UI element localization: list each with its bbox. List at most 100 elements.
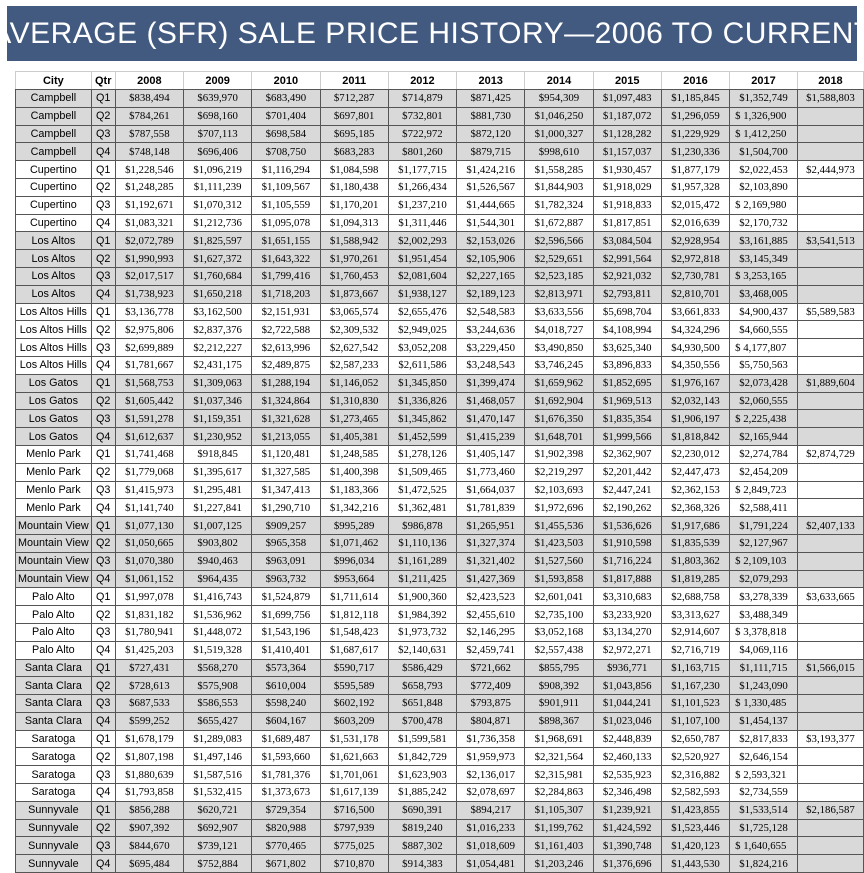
quarter-cell: Q4 bbox=[90, 711, 116, 731]
price-cell: $1,390,748 bbox=[592, 836, 662, 856]
price-cell: $1,819,285 bbox=[660, 569, 731, 589]
price-cell: $784,261 bbox=[114, 106, 185, 126]
price-cell: $1,094,313 bbox=[319, 213, 389, 233]
quarter-cell: Q4 bbox=[90, 142, 116, 162]
price-cell: $1,111,715 bbox=[729, 658, 798, 678]
table-row: Los Altos Hills Q2 $2,975,806 $2,837,376 $2,… bbox=[15, 320, 864, 340]
price-cell: $1,817,888 bbox=[592, 569, 662, 589]
price-cell: $2,601,041 bbox=[524, 587, 594, 607]
price-cell: $2,455,610 bbox=[456, 605, 526, 624]
price-cell: $804,871 bbox=[456, 711, 526, 731]
price-cell: $1,425,203 bbox=[114, 640, 185, 660]
table-row: Palo Alto Q3 $1,780,941 $1,448,072 $1,543,19… bbox=[15, 622, 864, 642]
table-row: Los Altos Q3 $2,017,517 $1,760,684 $1,799,41… bbox=[15, 266, 864, 286]
table-row: Cupertino Q3 $1,192,671 $1,070,312 $1,105,55… bbox=[15, 195, 864, 215]
price-cell: $2,489,875 bbox=[251, 355, 321, 375]
price-cell: $708,750 bbox=[251, 142, 321, 162]
price-cell: $1,296,059 bbox=[660, 106, 731, 126]
price-cell: $683,490 bbox=[251, 89, 321, 108]
price-cell bbox=[796, 480, 864, 500]
price-cell: $1,780,941 bbox=[114, 622, 185, 642]
price-cell bbox=[796, 409, 864, 429]
price-cell: $1,213,055 bbox=[251, 427, 321, 446]
price-cell: $2,230,012 bbox=[660, 444, 731, 464]
price-cell: $2,734,559 bbox=[729, 783, 798, 802]
price-cell: $2,153,026 bbox=[456, 231, 526, 251]
price-cell: $3,633,556 bbox=[524, 302, 594, 322]
price-cell: $701,404 bbox=[251, 106, 321, 126]
price-cell: $856,288 bbox=[114, 800, 185, 820]
price-cell: $1,718,203 bbox=[251, 284, 321, 304]
price-cell: $1,692,904 bbox=[524, 391, 594, 411]
price-cell: $2,362,153 bbox=[660, 480, 731, 500]
table-row: Palo Alto Q2 $1,831,182 $1,536,962 $1,699,75… bbox=[15, 605, 864, 624]
price-cell: $4,350,556 bbox=[660, 355, 731, 375]
quarter-cell: Q1 bbox=[90, 800, 116, 820]
price-cell: $2,189,123 bbox=[456, 284, 526, 304]
price-cell: $2,914,607 bbox=[660, 622, 731, 642]
city-cell: Santa Clara bbox=[15, 694, 92, 713]
price-cell: $1,711,614 bbox=[319, 587, 389, 607]
price-cell: $1,373,673 bbox=[251, 783, 321, 802]
price-cell: $1,321,628 bbox=[251, 409, 321, 429]
price-cell: $729,354 bbox=[251, 800, 321, 820]
price-cell: $1,410,401 bbox=[251, 640, 321, 660]
price-cell: $2,460,133 bbox=[592, 747, 662, 767]
table-row: Sunnyvale Q2 $907,392 $692,907 $820,988 $797,… bbox=[15, 818, 864, 838]
quarter-cell: Q2 bbox=[90, 177, 116, 197]
price-cell: $1,910,598 bbox=[592, 533, 662, 553]
price-cell: $872,120 bbox=[456, 124, 526, 144]
table-row: Los Gatos Q2 $1,605,442 $1,037,346 $1,324,86… bbox=[15, 391, 864, 411]
price-cell: $1,110,136 bbox=[387, 533, 458, 553]
price-cell: $1,831,182 bbox=[114, 605, 185, 624]
price-cell: $1,782,324 bbox=[524, 195, 594, 215]
city-cell: Santa Clara bbox=[15, 711, 92, 731]
price-cell bbox=[796, 391, 864, 411]
quarter-cell: Q3 bbox=[90, 195, 116, 215]
price-cell: $732,801 bbox=[387, 106, 458, 126]
table-row: Menlo Park Q3 $1,415,973 $1,295,481 $1,347,4… bbox=[15, 480, 864, 500]
price-cell: $ 1,330,485 bbox=[729, 694, 798, 713]
price-cell: $2,529,651 bbox=[524, 249, 594, 268]
price-cell: $3,310,683 bbox=[592, 587, 662, 607]
price-cell: $1,228,546 bbox=[114, 160, 185, 179]
price-cell: $1,180,438 bbox=[319, 177, 389, 197]
price-cell: $1,070,312 bbox=[182, 195, 253, 215]
price-cell: $871,425 bbox=[456, 89, 526, 108]
price-cell: $707,113 bbox=[182, 124, 253, 144]
price-cell: $1,097,483 bbox=[592, 89, 662, 108]
price-cell: $2,793,811 bbox=[592, 284, 662, 304]
price-cell: $1,288,194 bbox=[251, 373, 321, 393]
price-cell: $1,687,617 bbox=[319, 640, 389, 660]
price-cell: $1,951,454 bbox=[387, 249, 458, 268]
price-cell: $1,650,218 bbox=[182, 284, 253, 304]
price-cell: $1,023,046 bbox=[592, 711, 662, 731]
price-cell: $639,970 bbox=[182, 89, 253, 108]
price-cell: $1,825,597 bbox=[182, 231, 253, 251]
price-cell: $714,879 bbox=[387, 89, 458, 108]
price-cell: $1,468,057 bbox=[456, 391, 526, 411]
price-cell: $651,848 bbox=[387, 694, 458, 713]
price-cell: $599,252 bbox=[114, 711, 185, 731]
price-cell: $996,034 bbox=[319, 551, 389, 571]
price-cell: $1,399,474 bbox=[456, 373, 526, 393]
price-cell: $697,801 bbox=[319, 106, 389, 126]
quarter-cell: Q2 bbox=[90, 818, 116, 838]
price-cell: $1,107,100 bbox=[660, 711, 731, 731]
price-cell: $903,802 bbox=[182, 533, 253, 553]
price-cell: $1,930,457 bbox=[592, 160, 662, 179]
price-cell: $575,908 bbox=[182, 676, 253, 696]
price-cell: $1,472,525 bbox=[387, 480, 458, 500]
price-cell: $1,587,516 bbox=[182, 765, 253, 785]
price-cell: $1,044,241 bbox=[592, 694, 662, 713]
price-cell: $721,662 bbox=[456, 658, 526, 678]
price-cell: $1,558,285 bbox=[524, 160, 594, 179]
table-row: Campbell Q4 $748,148 $696,406 $708,750 $683,2… bbox=[15, 142, 864, 162]
price-cell: $1,046,250 bbox=[524, 106, 594, 126]
city-cell: Sunnyvale bbox=[15, 836, 92, 856]
price-cell: $1,524,879 bbox=[251, 587, 321, 607]
price-cell: $1,095,078 bbox=[251, 213, 321, 233]
price-cell: $963,091 bbox=[251, 551, 321, 571]
price-cell: $4,324,296 bbox=[660, 320, 731, 340]
price-cell: $2,316,882 bbox=[660, 765, 731, 785]
